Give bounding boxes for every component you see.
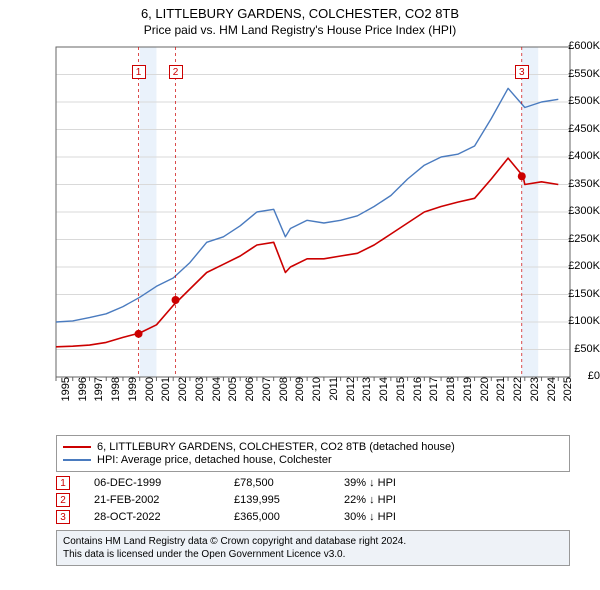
x-axis-label: 2009 <box>294 377 306 417</box>
x-axis-label: 2002 <box>177 377 189 417</box>
transaction-row: 2 21-FEB-2002£139,99522% ↓ HPI <box>56 493 570 507</box>
x-axis-label: 1998 <box>110 377 122 417</box>
footer-attribution: Contains HM Land Registry data © Crown c… <box>56 530 570 566</box>
x-axis-label: 2005 <box>227 377 239 417</box>
sale-marker-label: 1 <box>132 65 146 79</box>
x-axis-label: 2003 <box>194 377 206 417</box>
legend-label: HPI: Average price, detached house, Colc… <box>97 454 332 466</box>
transaction-price: £139,995 <box>234 494 344 506</box>
y-axis-label: £300K <box>548 205 600 217</box>
x-axis-label: 1995 <box>60 377 72 417</box>
transaction-marker-icon: 1 <box>56 476 70 490</box>
x-axis-label: 2013 <box>361 377 373 417</box>
title-block: 6, LITTLEBURY GARDENS, COLCHESTER, CO2 8… <box>0 0 600 39</box>
x-axis-label: 2025 <box>562 377 574 417</box>
x-axis-label: 2017 <box>428 377 440 417</box>
transaction-row: 1 06-DEC-1999£78,50039% ↓ HPI <box>56 476 570 490</box>
legend-label: 6, LITTLEBURY GARDENS, COLCHESTER, CO2 8… <box>97 441 455 453</box>
x-axis-label: 1996 <box>77 377 89 417</box>
x-axis-label: 2004 <box>211 377 223 417</box>
sale-marker-label: 2 <box>169 65 183 79</box>
footer-line-2: This data is licensed under the Open Gov… <box>63 548 563 561</box>
y-axis-label: £600K <box>548 40 600 52</box>
transaction-price: £365,000 <box>234 511 344 523</box>
y-axis-label: £200K <box>548 260 600 272</box>
legend-item: 6, LITTLEBURY GARDENS, COLCHESTER, CO2 8… <box>63 441 563 453</box>
transaction-date: 06-DEC-1999 <box>94 477 234 489</box>
chart-area: £0£50K£100K£150K£200K£250K£300K£350K£400… <box>0 39 600 429</box>
transactions-table: 1 06-DEC-1999£78,50039% ↓ HPI 2 21-FEB-2002… <box>56 476 570 524</box>
x-axis-label: 2000 <box>144 377 156 417</box>
x-axis-label: 2010 <box>311 377 323 417</box>
footer-line-1: Contains HM Land Registry data © Crown c… <box>63 535 563 548</box>
y-axis-label: £150K <box>548 288 600 300</box>
sale-marker-label: 3 <box>515 65 529 79</box>
chart-svg <box>0 39 600 429</box>
transaction-row: 3 28-OCT-2022£365,00030% ↓ HPI <box>56 510 570 524</box>
transaction-vs-hpi: 22% ↓ HPI <box>344 494 454 506</box>
x-axis-label: 2024 <box>546 377 558 417</box>
chart-title: 6, LITTLEBURY GARDENS, COLCHESTER, CO2 8… <box>0 6 600 21</box>
transaction-date: 21-FEB-2002 <box>94 494 234 506</box>
x-axis-label: 2020 <box>479 377 491 417</box>
transaction-vs-hpi: 39% ↓ HPI <box>344 477 454 489</box>
x-axis-label: 2022 <box>512 377 524 417</box>
y-axis-label: £50K <box>548 343 600 355</box>
x-axis-label: 1997 <box>93 377 105 417</box>
x-axis-label: 2007 <box>261 377 273 417</box>
y-axis-label: £100K <box>548 315 600 327</box>
x-axis-label: 1999 <box>127 377 139 417</box>
x-axis-label: 2016 <box>412 377 424 417</box>
legend-swatch <box>63 446 91 448</box>
y-axis-label: £250K <box>548 233 600 245</box>
transaction-vs-hpi: 30% ↓ HPI <box>344 511 454 523</box>
transaction-marker-icon: 2 <box>56 493 70 507</box>
transaction-marker-icon: 3 <box>56 510 70 524</box>
x-axis-label: 2001 <box>160 377 172 417</box>
chart-container: 6, LITTLEBURY GARDENS, COLCHESTER, CO2 8… <box>0 0 600 566</box>
y-axis-label: £400K <box>548 150 600 162</box>
x-axis-label: 2006 <box>244 377 256 417</box>
transaction-price: £78,500 <box>234 477 344 489</box>
y-axis-label: £500K <box>548 95 600 107</box>
x-axis-label: 2011 <box>328 377 340 417</box>
x-axis-label: 2015 <box>395 377 407 417</box>
chart-subtitle: Price paid vs. HM Land Registry's House … <box>0 23 600 37</box>
y-axis-label: £350K <box>548 178 600 190</box>
legend-swatch <box>63 459 91 461</box>
x-axis-label: 2019 <box>462 377 474 417</box>
x-axis-label: 2014 <box>378 377 390 417</box>
x-axis-label: 2008 <box>278 377 290 417</box>
x-axis-label: 2021 <box>495 377 507 417</box>
legend-item: HPI: Average price, detached house, Colc… <box>63 454 563 466</box>
legend: 6, LITTLEBURY GARDENS, COLCHESTER, CO2 8… <box>56 435 570 472</box>
transaction-date: 28-OCT-2022 <box>94 511 234 523</box>
x-axis-label: 2012 <box>345 377 357 417</box>
y-axis-label: £550K <box>548 68 600 80</box>
x-axis-label: 2023 <box>529 377 541 417</box>
x-axis-label: 2018 <box>445 377 457 417</box>
y-axis-label: £450K <box>548 123 600 135</box>
